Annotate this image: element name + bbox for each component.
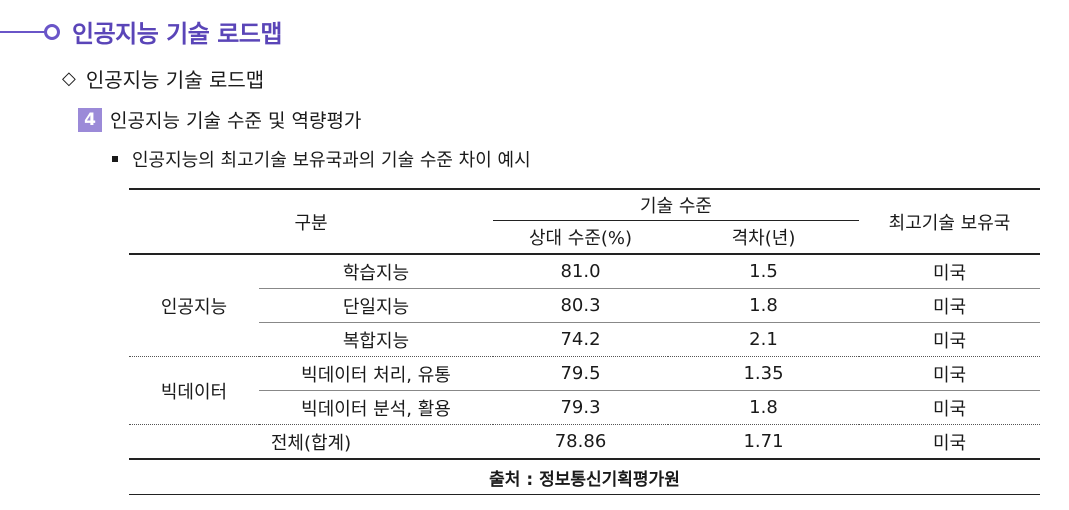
row-relative: 79.3 [493, 390, 668, 425]
table-total-row: 전체(합계) 78.86 1.71 미국 [129, 424, 1040, 460]
row-gap: 1.35 [668, 356, 859, 391]
header-gap: 격차(년) [668, 220, 859, 255]
section-label: 인공지능 기술 로드맵 [85, 68, 265, 92]
total-country: 미국 [859, 424, 1040, 460]
row-gap: 1.8 [668, 390, 859, 425]
section-heading: ◇ 인공지능 기술 로드맵 [62, 64, 264, 93]
header-relative: 상대 수준(%) [493, 220, 668, 255]
row-country: 미국 [932, 262, 967, 284]
diamond-icon: ◇ [62, 68, 76, 89]
row-sub: 단일지능 [259, 288, 493, 323]
row-sub: 빅데이터 분석, 활용 [259, 390, 493, 425]
bullet-item: 인공지능의 최고기술 보유국과의 기술 수준 차이 예시 [112, 146, 531, 172]
row-country: 미국 [859, 390, 1040, 425]
table-row: 빅데이터 분석, 활용 79.3 1.8 미국 [129, 390, 1040, 425]
total-relative: 78.86 [493, 424, 668, 460]
row-relative: 80.3 [493, 288, 668, 323]
subsection-heading: 4 인공지능 기술 수준 및 역량평가 [78, 106, 361, 133]
table-row: 빅데이터 빅데이터 처리, 유통 79.5 1.35 미국 [129, 356, 1040, 425]
group-label: 빅데이터 [129, 356, 259, 425]
table-source-row: 출처 : 정보통신기획평가원 [129, 459, 1040, 495]
page-title: 인공지능 기술 로드맵 [72, 20, 282, 48]
table-row: 인공지능 학습지능 81.0 1.5 미국 [129, 254, 1040, 318]
row-gap: 2.1 [668, 322, 859, 357]
table-subheader-row: 상대 수준(%) 격차(년) [129, 220, 1040, 255]
row-country: 미국 [859, 288, 1040, 323]
bullet-text: 인공지능의 최고기술 보유국과의 기술 수준 차이 예시 [132, 150, 531, 171]
row-gap: 1.8 [668, 288, 859, 323]
row-gap: 1.5 [749, 261, 778, 282]
total-gap: 1.71 [668, 424, 859, 460]
source-note: 출처 : 정보통신기획평가원 [129, 459, 1040, 495]
row-country: 미국 [859, 322, 1040, 357]
row-country: 미국 [859, 356, 1040, 391]
table-row: 단일지능 80.3 1.8 미국 [129, 288, 1040, 323]
number-badge: 4 [78, 107, 102, 132]
header-top-country: 최고기술 보유국 [859, 188, 1040, 255]
subsection-label: 인공지능 기술 수준 및 역량평가 [110, 110, 362, 132]
row-sub: 학습지능 [342, 262, 410, 284]
header-category: 구분 [129, 188, 493, 255]
square-bullet-icon [112, 156, 118, 162]
header-tech-level: 기술 수준 [493, 188, 859, 221]
group-label: 인공지능 [160, 296, 228, 318]
row-sub: 빅데이터 처리, 유통 [259, 356, 493, 391]
circle-icon [44, 24, 60, 40]
total-label: 전체(합계) [129, 424, 493, 460]
row-relative: 81.0 [560, 261, 601, 282]
header-line [0, 31, 48, 33]
table-row: 복합지능 74.2 2.1 미국 [129, 322, 1040, 357]
row-relative: 74.2 [493, 322, 668, 357]
tech-level-table: 구분 기술 수준 최고기술 보유국 상대 수준(%) 격차(년) 인공지능 학습… [129, 188, 1040, 495]
row-sub: 복합지능 [259, 322, 493, 357]
table-header-row: 구분 기술 수준 최고기술 보유국 [129, 188, 1040, 255]
row-relative: 79.5 [493, 356, 668, 391]
